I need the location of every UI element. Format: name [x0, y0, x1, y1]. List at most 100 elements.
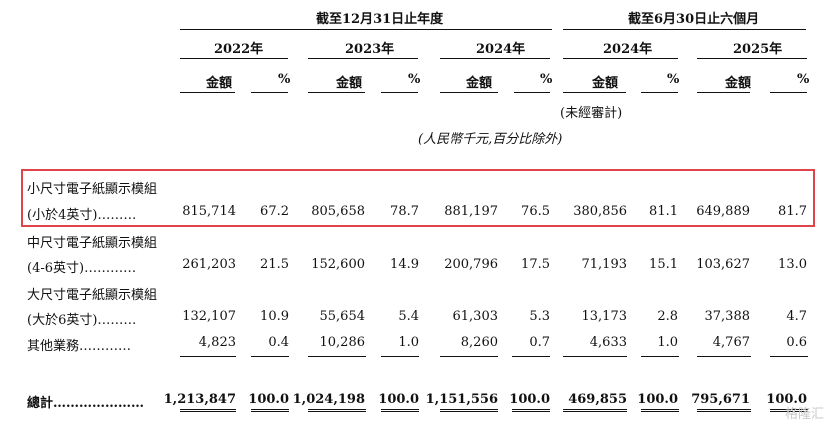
total-cell: 100.0 [637, 392, 678, 407]
pct-header-2024: % [540, 72, 553, 87]
amount-2025-6m-underline [697, 92, 750, 93]
total-cell: 100.0 [248, 392, 289, 407]
table-cell: 5.4 [398, 309, 419, 324]
subtotal-rule [770, 356, 808, 357]
table-cell: 81.1 [649, 204, 678, 219]
header-six-month-group: 截至6月30日止六個月 [628, 12, 760, 27]
total-cell: 100.0 [378, 392, 419, 407]
six-month-group-underline [563, 29, 806, 30]
table-cell: 14.9 [390, 257, 419, 272]
table-cell: 380,856 [573, 204, 627, 219]
row-label-small-sub: (小於4英寸)……… [27, 208, 137, 223]
watermark-logo: 格隆汇 [784, 407, 824, 422]
table-cell: 1.0 [398, 335, 419, 350]
table-cell: 15.1 [649, 257, 678, 272]
pct-2025-6m-underline [770, 92, 807, 93]
total-cell: 1,213,847 [163, 392, 236, 407]
table-cell: 132,107 [182, 309, 236, 324]
pct-header-2023: % [408, 72, 421, 87]
year-2024-underline [440, 58, 550, 59]
table-cell: 67.2 [260, 204, 289, 219]
subtotal-rule [180, 356, 236, 357]
total-double-rule [512, 409, 550, 412]
table-cell: 61,303 [452, 309, 499, 324]
total-double-rule [770, 409, 808, 412]
total-cell: 100.0 [766, 392, 807, 407]
year-2022-underline [180, 58, 288, 59]
total-double-rule [251, 409, 289, 412]
table-cell: 1.0 [657, 335, 678, 350]
subtotal-rule [308, 356, 366, 357]
subtotal-rule [440, 356, 498, 357]
table-cell: 5.3 [529, 309, 550, 324]
table-cell: 37,388 [704, 309, 751, 324]
fiscal-year-group-underline [180, 29, 552, 30]
amount-header-2023: 金額 [336, 76, 363, 91]
table-cell: 103,627 [696, 257, 750, 272]
amount-header-2024-6m: 金額 [592, 76, 619, 91]
table-cell: 21.5 [260, 257, 289, 272]
pct-2024-6m-underline [641, 92, 678, 93]
year-header-2025-6m: 2025年 [733, 42, 783, 57]
year-header-2024: 2024年 [476, 42, 526, 57]
total-double-rule [180, 409, 236, 412]
amount-header-2024: 金額 [466, 76, 493, 91]
table-cell: 649,889 [696, 204, 750, 219]
table-cell: 0.4 [268, 335, 289, 350]
table-cell: 0.7 [529, 335, 550, 350]
total-cell: 469,855 [568, 392, 627, 407]
year-2025-6m-underline [697, 58, 807, 59]
total-double-rule [641, 409, 679, 412]
table-cell: 76.5 [521, 204, 550, 219]
total-double-rule [308, 409, 366, 412]
pct-2024-underline [514, 92, 550, 93]
amount-2023-underline [308, 92, 365, 93]
row-label-medium: 中尺寸電子紙顯示模組 [27, 236, 158, 251]
subtotal-rule [641, 356, 679, 357]
total-cell: 1,024,198 [292, 392, 365, 407]
table-cell: 4,823 [198, 335, 236, 350]
table-cell: 10.9 [260, 309, 289, 324]
unit-note: (人民幣千元,百分比除外) [418, 132, 563, 147]
row-label-small: 小尺寸電子紙顯示模組 [27, 182, 158, 197]
year-2023-underline [308, 58, 418, 59]
table-cell: 78.7 [390, 204, 419, 219]
row-label-large: 大尺寸電子紙顯示模組 [27, 288, 158, 303]
amount-2024-6m-underline [563, 92, 626, 93]
table-cell: 71,193 [581, 257, 628, 272]
amount-header-2025-6m: 金額 [725, 76, 752, 91]
total-double-rule [440, 409, 498, 412]
subtotal-rule [563, 356, 627, 357]
pct-header-2022: % [278, 72, 291, 87]
year-header-2024-6m: 2024年 [603, 42, 653, 57]
pct-2023-underline [381, 92, 418, 93]
row-label-other: 其他業務………… [27, 339, 132, 354]
table-cell: 55,654 [319, 309, 366, 324]
pct-header-2025-6m: % [797, 72, 810, 87]
subtotal-rule [697, 356, 751, 357]
highlight-box [21, 169, 815, 227]
subtotal-rule [251, 356, 289, 357]
year-2024-6m-underline [563, 58, 678, 59]
amount-2024-underline [440, 92, 498, 93]
table-cell: 152,600 [311, 257, 365, 272]
total-double-rule [563, 409, 627, 412]
total-label: 總計………………… [27, 396, 145, 411]
row-label-medium-sub: (4-6英寸)………… [27, 261, 137, 276]
subtotal-rule [381, 356, 419, 357]
table-cell: 8,260 [460, 335, 498, 350]
table-cell: 815,714 [182, 204, 236, 219]
total-cell: 1,151,556 [425, 392, 498, 407]
table-cell: 261,203 [182, 257, 236, 272]
year-header-2023: 2023年 [345, 42, 395, 57]
table-cell: 4,767 [712, 335, 750, 350]
pct-2022-underline [251, 92, 288, 93]
row-label-large-sub: (大於6英寸)……… [27, 313, 137, 328]
total-cell: 100.0 [509, 392, 550, 407]
table-cell: 2.8 [657, 309, 678, 324]
table-cell: 4,633 [589, 335, 627, 350]
amount-header-2022: 金額 [206, 76, 233, 91]
total-cell: 795,671 [691, 392, 750, 407]
table-cell: 10,286 [319, 335, 366, 350]
header-fiscal-year-group: 截至12月31日止年度 [316, 12, 444, 27]
